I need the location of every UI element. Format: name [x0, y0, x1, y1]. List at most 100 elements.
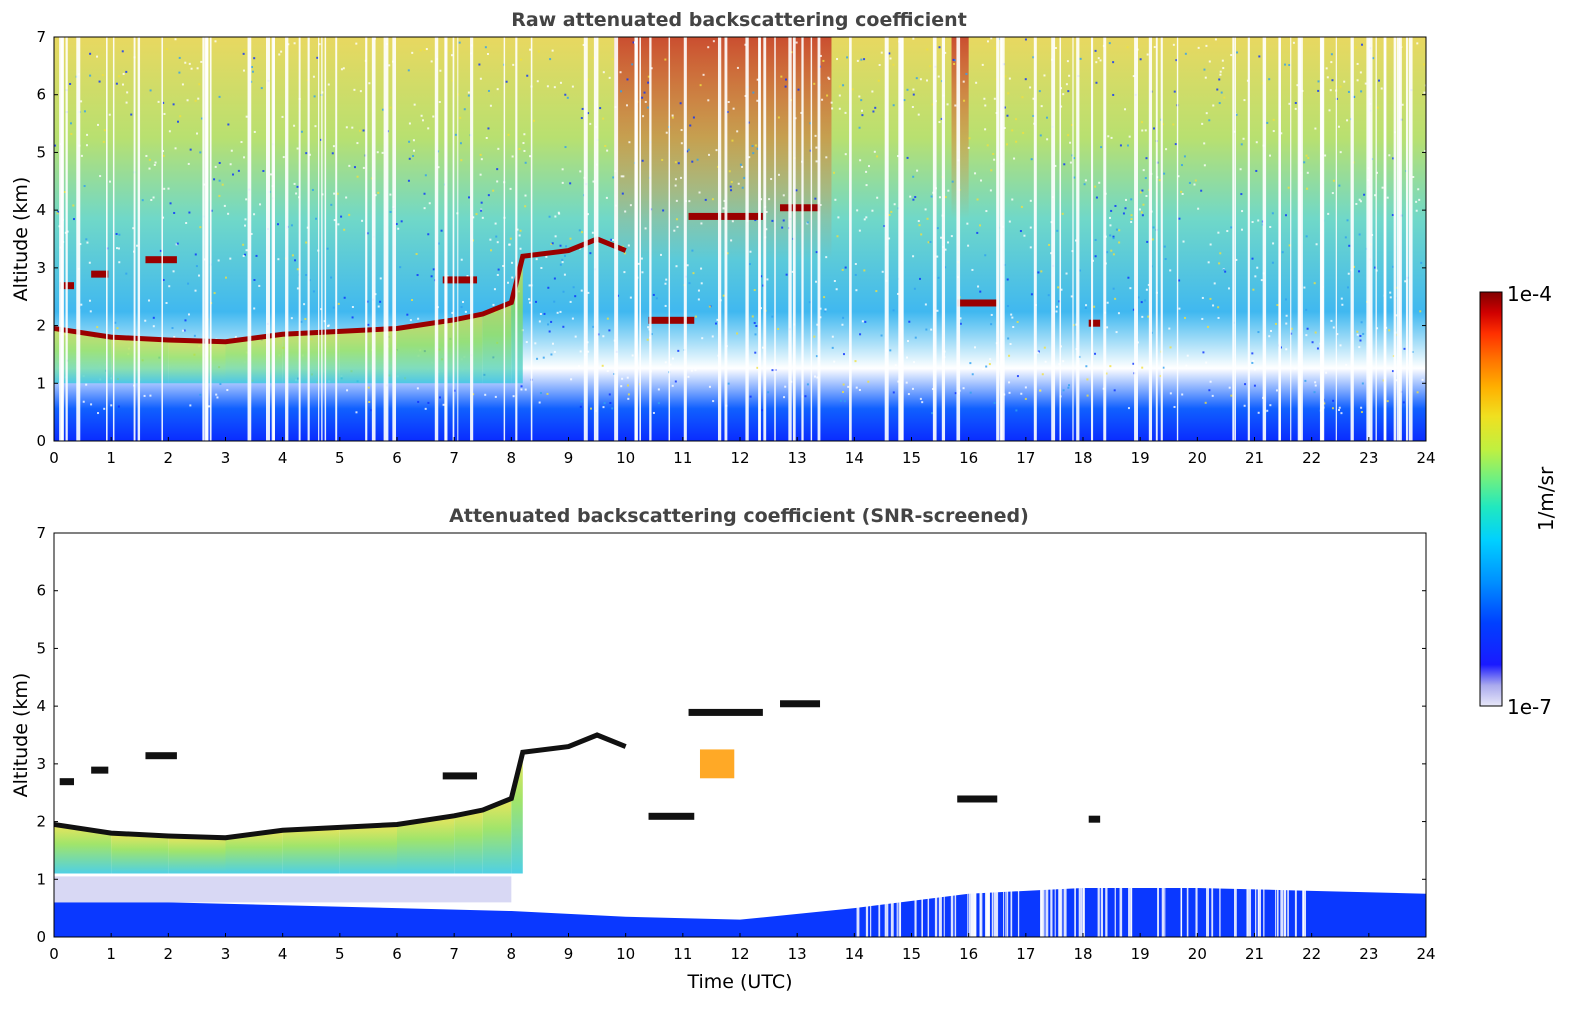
panel-title-raw: Raw attenuated backscattering coefficien… — [511, 9, 967, 31]
x-tick-label: 0 — [49, 449, 59, 467]
x-tick-label: 7 — [449, 945, 459, 963]
raw-y-axis-label: Altitude (km) — [10, 177, 32, 302]
x-tick-label: 15 — [902, 945, 921, 963]
x-tick-label: 11 — [673, 945, 692, 963]
raw-elevated-layer — [442, 276, 478, 284]
screened-elevated-layer — [688, 708, 763, 716]
x-tick-label: 14 — [845, 449, 864, 467]
raw-missing-profiles — [59, 37, 1413, 441]
x-tick-label: 9 — [564, 449, 574, 467]
x-tick-label: 6 — [392, 449, 402, 467]
x-tick-label: 1 — [106, 945, 116, 963]
x-tick-label: 13 — [788, 945, 807, 963]
screened-backscatter-panel: Attenuated backscattering coefficient (S… — [10, 505, 1436, 993]
raw-boundary-layer-top — [53, 236, 627, 345]
x-tick-label: 19 — [1131, 449, 1150, 467]
screened-elevated-layer — [442, 772, 478, 780]
x-tick-label: 4 — [278, 449, 288, 467]
raw-elevated-layer — [957, 299, 998, 307]
raw-elevated-layer — [145, 256, 177, 264]
y-tick-label: 2 — [36, 317, 46, 335]
x-tick-label: 20 — [1188, 945, 1207, 963]
screened-x-ticks: 0 1 2 3 4 5 6 7 8 9 10 11 12 13 14 15 16 17 18 19 20 21 22 23 24 — [49, 933, 1436, 963]
y-tick-label: 7 — [36, 28, 46, 46]
x-tick-label: 23 — [1359, 449, 1378, 467]
x-tick-label: 0 — [49, 945, 59, 963]
panel-title-screened: Attenuated backscattering coefficient (S… — [449, 505, 1029, 527]
y-tick-label: 0 — [36, 928, 46, 946]
raw-elevated-layer — [1088, 319, 1101, 327]
screened-elevated-layer — [648, 812, 695, 820]
x-tick-label: 8 — [507, 449, 517, 467]
x-tick-label: 9 — [564, 945, 574, 963]
y-tick-label: 5 — [36, 639, 46, 657]
y-tick-label: 4 — [36, 697, 46, 715]
y-tick-label: 1 — [36, 870, 46, 888]
colorbar-unit-label: 1/m/sr — [1534, 466, 1558, 531]
x-tick-label: 23 — [1359, 945, 1378, 963]
x-tick-label: 24 — [1416, 945, 1435, 963]
y-tick-label: 2 — [36, 813, 46, 831]
colorbar-max-label: 1e-4 — [1507, 282, 1552, 306]
x-tick-label: 21 — [1245, 945, 1264, 963]
screened-mixing-layer — [54, 752, 523, 874]
x-tick-label: 20 — [1188, 449, 1207, 467]
x-axis-label: Time (UTC) — [686, 971, 792, 993]
x-tick-label: 16 — [959, 945, 978, 963]
screened-elevated-layer — [59, 778, 75, 786]
x-tick-label: 7 — [449, 449, 459, 467]
x-tick-label: 24 — [1416, 449, 1435, 467]
y-tick-label: 4 — [36, 201, 46, 219]
y-tick-label: 7 — [36, 524, 46, 542]
raw-y-ticks: 0 1 2 3 4 5 6 7 — [36, 28, 1426, 450]
y-tick-label: 6 — [36, 582, 46, 600]
y-tick-label: 0 — [36, 432, 46, 450]
x-tick-label: 16 — [959, 449, 978, 467]
raw-solar-noise — [614, 37, 832, 260]
colorbar: 1e-4 1e-7 1/m/sr — [1479, 282, 1558, 719]
x-tick-label: 15 — [902, 449, 921, 467]
screened-elevated-layer — [957, 795, 998, 803]
x-tick-label: 10 — [616, 449, 635, 467]
x-tick-label: 22 — [1302, 449, 1321, 467]
x-tick-label: 6 — [392, 945, 402, 963]
raw-elevated-layer — [91, 270, 109, 278]
y-tick-label: 5 — [36, 143, 46, 161]
screened-heatmap — [53, 533, 1426, 937]
x-tick-label: 13 — [788, 449, 807, 467]
screened-y-ticks: 0 1 2 3 4 5 6 7 — [36, 524, 1426, 946]
x-tick-label: 21 — [1245, 449, 1264, 467]
x-tick-label: 19 — [1131, 945, 1150, 963]
screened-missing-profiles — [856, 885, 1307, 937]
raw-heatmap — [53, 37, 1427, 441]
raw-backscatter-panel: Raw attenuated backscattering coefficien… — [10, 9, 1436, 467]
x-tick-label: 4 — [278, 945, 288, 963]
x-tick-label: 12 — [730, 945, 749, 963]
x-tick-label: 17 — [1016, 945, 1035, 963]
x-tick-label: 18 — [1073, 449, 1092, 467]
screened-cloud-feature — [699, 749, 735, 779]
y-tick-label: 1 — [36, 374, 46, 392]
x-tick-label: 10 — [616, 945, 635, 963]
raw-elevated-layer — [780, 204, 821, 212]
x-tick-label: 12 — [730, 449, 749, 467]
screened-boundary-layer-top — [53, 732, 627, 841]
screened-elevated-layer — [1088, 815, 1101, 823]
y-tick-label: 3 — [36, 259, 46, 277]
colorbar-gradient — [1479, 291, 1503, 707]
colorbar-min-label: 1e-7 — [1507, 695, 1552, 719]
raw-x-ticks: 0 1 2 3 4 5 6 7 8 9 10 11 12 13 14 15 16 17 18 19 20 21 22 23 24 — [49, 437, 1436, 467]
x-tick-label: 2 — [164, 945, 174, 963]
x-tick-label: 18 — [1073, 945, 1092, 963]
y-tick-label: 3 — [36, 755, 46, 773]
screened-elevated-layer — [780, 700, 821, 708]
x-tick-label: 3 — [221, 945, 231, 963]
x-tick-label: 14 — [845, 945, 864, 963]
x-tick-label: 5 — [335, 449, 345, 467]
x-tick-label: 8 — [507, 945, 517, 963]
x-tick-label: 11 — [673, 449, 692, 467]
screened-y-axis-label: Altitude (km) — [10, 673, 32, 798]
screened-elevated-layer — [91, 766, 109, 774]
x-tick-label: 5 — [335, 945, 345, 963]
